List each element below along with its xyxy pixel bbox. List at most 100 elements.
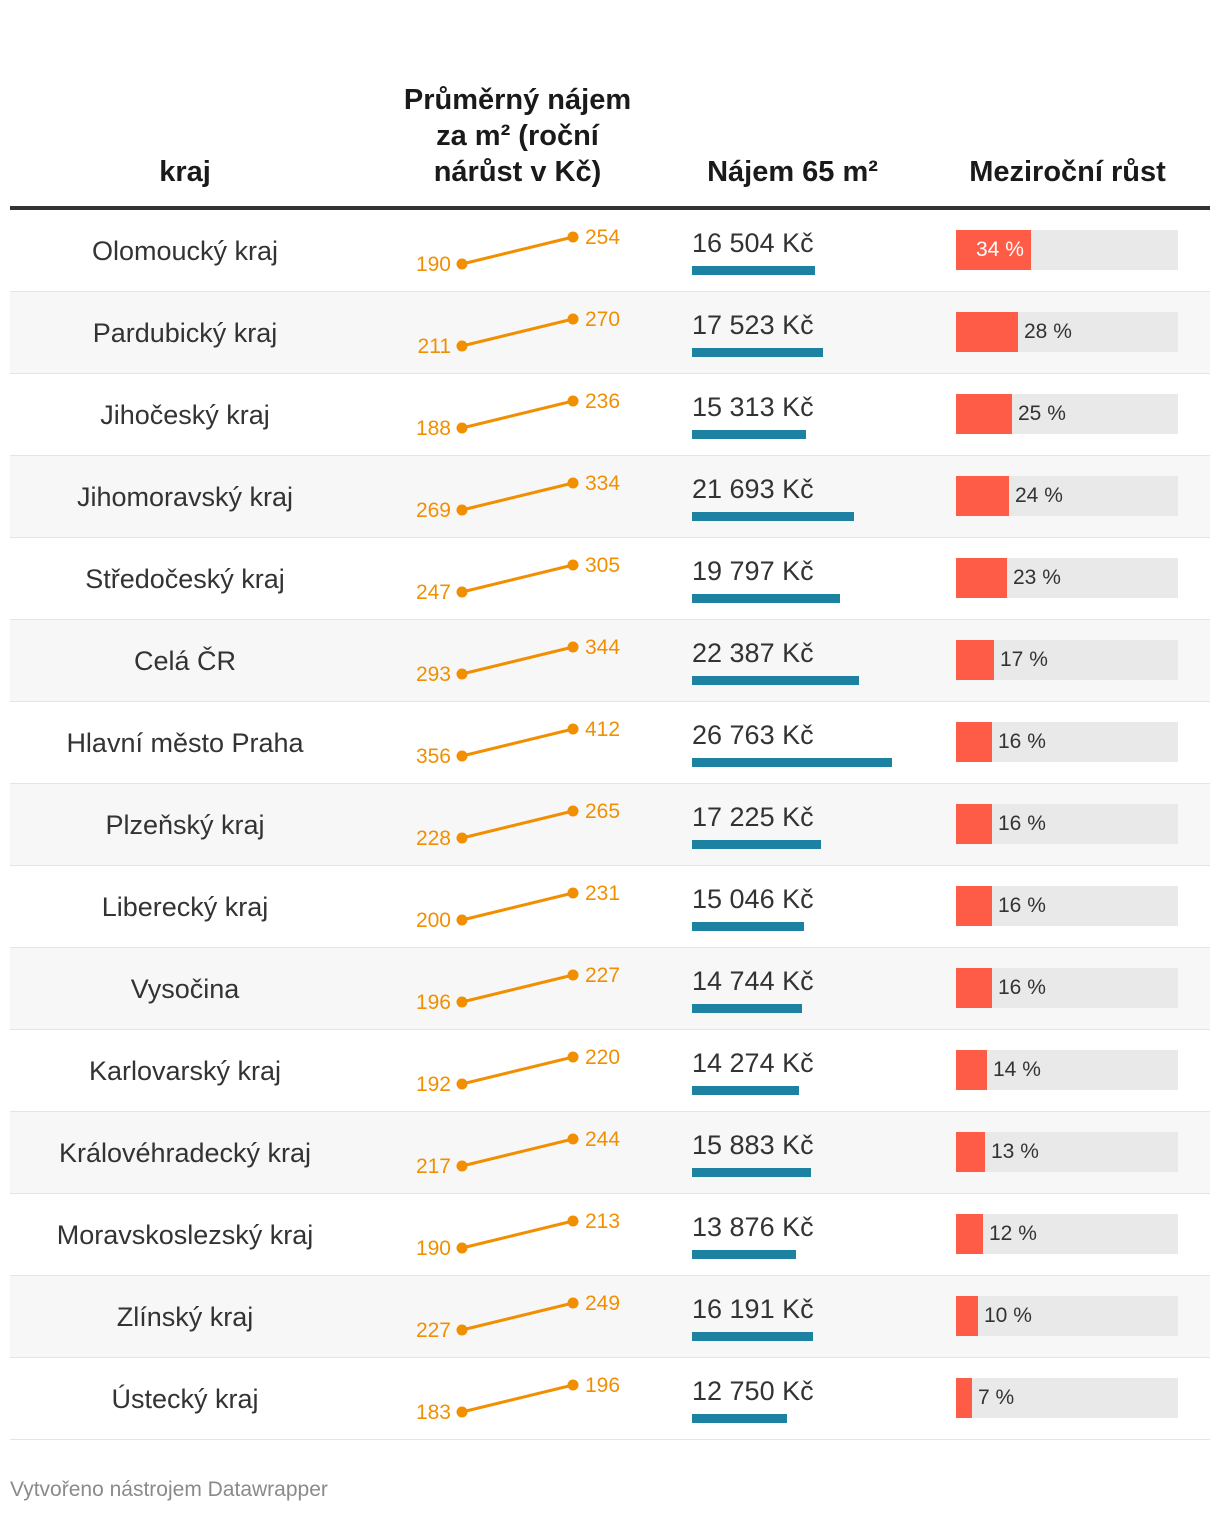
growth-bar-track: 16 % [956,722,1178,762]
slope-chart: 183 196 [416,1374,620,1424]
slope-end-point [567,559,579,571]
rent-value: 15 046 Kč [692,884,814,914]
slope-end-point [567,805,579,817]
growth-bar [956,1132,985,1172]
growth-label: 14 % [993,1058,1041,1081]
slope-end-label: 265 [585,800,620,823]
growth-label: 34 % [976,238,1024,261]
slope-end-label: 344 [585,636,620,659]
table-row: Karlovarský kraj 192 220 14 274 Kč 14 % [10,1030,1210,1112]
slope-chart: 190 254 [416,226,620,276]
slope-end-point [567,1133,579,1145]
rent-value: 13 876 Kč [692,1212,814,1242]
growth-bar [956,394,1012,434]
slope-end-point [567,1051,579,1063]
rent-bar [692,1004,802,1013]
slope-start-label: 247 [416,581,451,604]
header-kraj[interactable]: kraj [159,156,211,188]
slope-line [461,1055,574,1086]
slope-end-label: 254 [585,226,620,249]
header-prumerny-najem[interactable]: Průměrný nájem za m² (roční nárůst v Kč) [403,84,632,188]
table-row: Jihomoravský kraj 269 334 21 693 Kč 24 % [10,456,1210,538]
growth-bar-track: 16 % [956,968,1178,1008]
slope-start-point [456,504,468,516]
growth-bar [956,968,992,1008]
slope-start-label: 211 [418,335,451,358]
growth-bar [956,312,1018,352]
rent-value: 12 750 Kč [692,1376,814,1406]
slope-chart: 356 412 [416,718,620,768]
region-name: Zlínský kraj [116,1302,254,1332]
rent-value: 15 883 Kč [692,1130,814,1160]
slope-start-point [456,1324,468,1336]
table-row: Hlavní město Praha 356 412 26 763 Kč 16 % [10,702,1210,784]
rent-table: kraj Průměrný nájem za m² (roční nárůst … [10,0,1210,1440]
growth-bar-track: 7 % [956,1378,1178,1418]
growth-label: 16 % [998,812,1046,835]
growth-bar-track: 13 % [956,1132,1178,1172]
growth-label: 16 % [998,976,1046,999]
growth-label: 16 % [998,730,1046,753]
region-name: Středočeský kraj [85,564,285,594]
rent-value: 22 387 Kč [692,638,814,668]
table-row: Moravskoslezský kraj 190 213 13 876 Kč 12 % [10,1194,1210,1276]
slope-line [461,1219,574,1250]
table-row: Královéhradecký kraj 217 244 15 883 Kč 13 % [10,1112,1210,1194]
table-row: Olomoucký kraj 190 254 16 504 Kč 34 % [10,210,1210,292]
slope-end-label: 305 [585,554,620,577]
slope-chart: 200 231 [416,882,620,932]
rent-bar [692,1168,811,1177]
growth-bar-track: 16 % [956,886,1178,926]
slope-start-label: 227 [416,1319,451,1342]
region-name: Jihočeský kraj [100,400,270,430]
rent-bar [692,840,821,849]
slope-start-point [456,422,468,434]
growth-bar-track: 34 % [956,230,1178,270]
table-row: Ústecký kraj 183 196 12 750 Kč 7 % [10,1358,1210,1440]
growth-bar-track: 14 % [956,1050,1178,1090]
slope-end-label: 227 [585,964,620,987]
rent-value: 16 504 Kč [692,228,814,258]
growth-bar [956,886,992,926]
rent-bar [692,922,804,931]
slope-end-label: 236 [585,390,620,413]
slope-line [461,317,574,348]
slope-start-label: 196 [416,991,451,1014]
slope-end-label: 244 [585,1128,620,1151]
table-row: Liberecký kraj 200 231 15 046 Kč 16 % [10,866,1210,948]
growth-bar-track: 16 % [956,804,1178,844]
slope-end-point [567,1297,579,1309]
region-name: Hlavní město Praha [66,728,304,758]
slope-start-point [456,832,468,844]
slope-line [461,399,574,430]
slope-chart: 228 265 [416,800,620,850]
header-najem-65[interactable]: Nájem 65 m² [707,156,878,188]
growth-label: 28 % [1024,320,1072,343]
growth-bar [956,558,1007,598]
slope-start-label: 217 [416,1155,451,1178]
growth-bar-track: 12 % [956,1214,1178,1254]
growth-bar [956,1296,978,1336]
slope-chart: 192 220 [416,1046,620,1096]
region-name: Pardubický kraj [92,318,278,348]
slope-start-point [456,1406,468,1418]
rent-bar [692,1086,799,1095]
slope-line [461,973,574,1004]
slope-start-label: 228 [416,827,451,850]
slope-end-label: 213 [585,1210,620,1233]
table-row: Zlínský kraj 227 249 16 191 Kč 10 % [10,1276,1210,1358]
slope-start-label: 200 [416,909,451,932]
slope-end-label: 196 [585,1374,620,1397]
rent-bar [692,594,840,603]
rent-bar [692,266,815,275]
growth-bar [956,1214,983,1254]
rent-bar [692,758,892,767]
slope-start-point [456,1242,468,1254]
slope-line [461,645,574,676]
slope-end-label: 334 [585,472,620,495]
slope-chart: 293 344 [416,636,620,686]
rent-bar [692,1414,787,1423]
footer-credit: Vytvořeno nástrojem Datawrapper [10,1478,328,1501]
slope-line [461,481,574,512]
header-mezirocni-rust[interactable]: Meziroční růst [969,156,1166,188]
